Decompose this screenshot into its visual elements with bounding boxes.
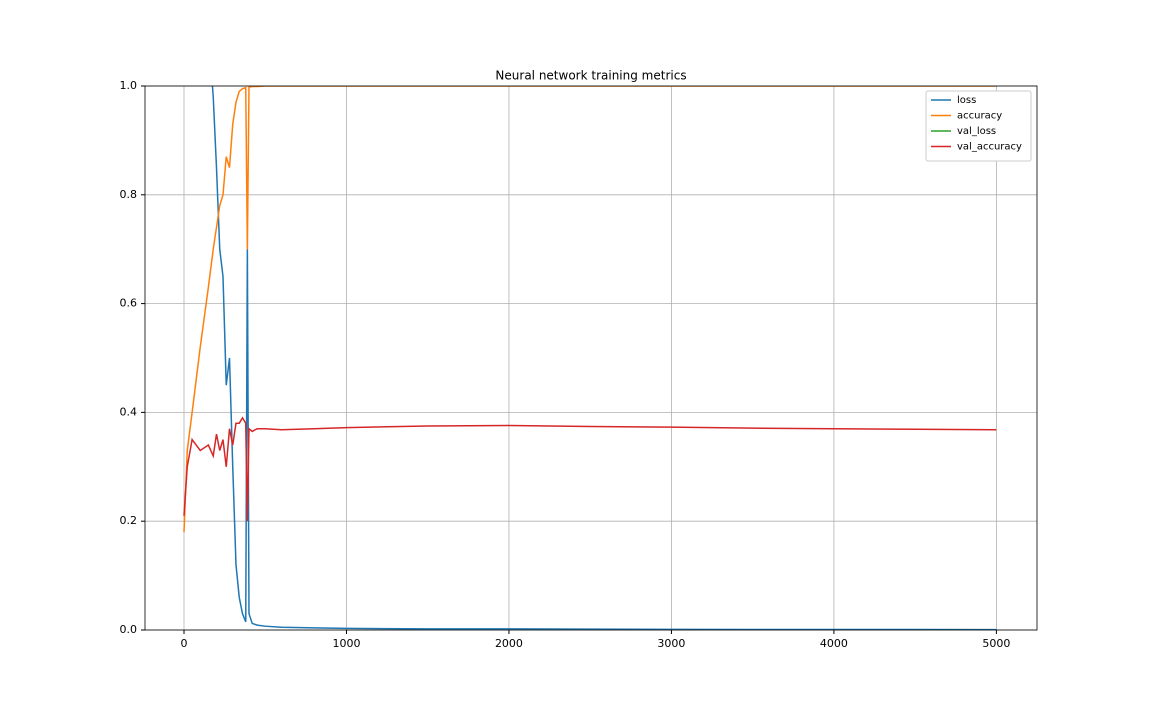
x-tick-label: 3000 xyxy=(657,637,685,650)
legend-label: loss xyxy=(957,95,976,106)
x-tick-label: 0 xyxy=(180,637,187,650)
y-tick-label: 0.2 xyxy=(120,514,138,527)
x-tick-label: 1000 xyxy=(332,637,360,650)
y-tick-label: 0.6 xyxy=(120,297,138,310)
legend-label: val_accuracy xyxy=(957,142,1022,153)
chart-title: Neural network training metrics xyxy=(495,69,686,83)
legend-box xyxy=(925,90,1032,162)
legend-label: accuracy xyxy=(957,111,1002,122)
x-tick-label: 2000 xyxy=(495,637,523,650)
x-tick-label: 4000 xyxy=(820,637,848,650)
series-line xyxy=(183,416,997,522)
legend-label: val_loss xyxy=(957,126,996,137)
x-tick-label: 5000 xyxy=(982,637,1010,650)
y-tick-label: 0.0 xyxy=(120,623,138,636)
plot-frame xyxy=(144,85,1038,631)
y-tick-label: 0.4 xyxy=(120,405,138,418)
y-tick-label: 1.0 xyxy=(120,79,138,92)
y-tick-label: 0.8 xyxy=(120,188,138,201)
series-line xyxy=(183,86,997,533)
